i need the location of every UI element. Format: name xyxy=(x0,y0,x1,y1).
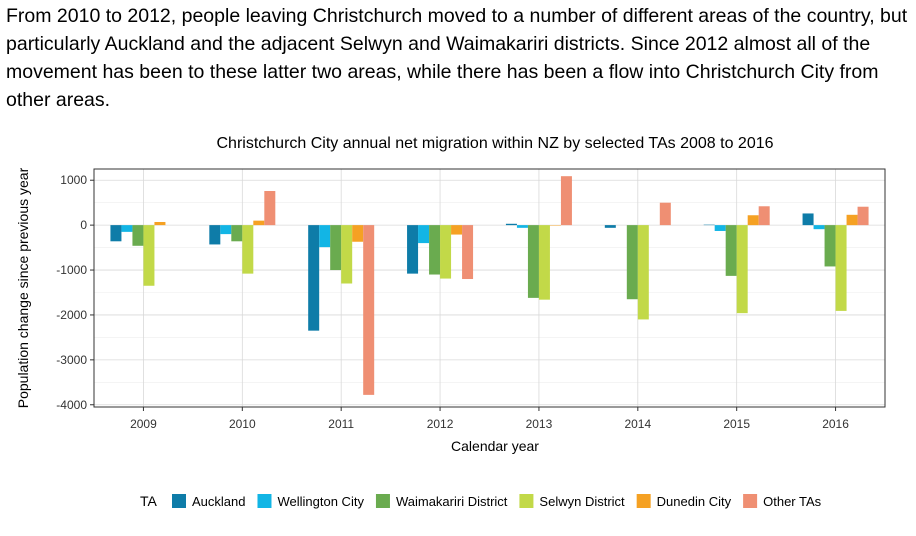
bar-auckland-2012 xyxy=(407,225,419,274)
x-tick-label: 2009 xyxy=(130,417,157,431)
bar-auckland-2013 xyxy=(505,223,517,226)
bar-auckland-2014 xyxy=(604,225,616,228)
x-tick-label: 2011 xyxy=(328,417,354,431)
intro-paragraph: From 2010 to 2012, people leaving Christ… xyxy=(6,5,908,111)
x-tick-label: 2015 xyxy=(723,417,750,431)
y-tick-label: 1000 xyxy=(60,173,87,187)
bar-wellington-city-2015 xyxy=(714,225,726,231)
y-tick-label: 0 xyxy=(80,218,87,232)
bar-waimakariri-district-2010 xyxy=(231,225,243,242)
bar-waimakariri-district-2015 xyxy=(725,225,737,276)
y-axis-ticks: 1000 0 -1000 -2000 -3000 -4000 xyxy=(56,173,94,412)
bar-dunedin-city-2009 xyxy=(154,221,166,226)
bar-other-tas-2012 xyxy=(462,225,474,280)
y-tick-label: -2000 xyxy=(56,308,87,322)
bar-wellington-city-2010 xyxy=(220,225,232,235)
bar-selwyn-district-2014 xyxy=(637,225,649,320)
bar-waimakariri-district-2012 xyxy=(429,225,441,275)
bar-auckland-2010 xyxy=(209,225,221,245)
legend-label-auckland: Auckland xyxy=(192,494,245,509)
bar-dunedin-city-2015 xyxy=(747,215,759,226)
y-axis-title: Population change since previous year xyxy=(15,167,31,408)
legend-label-wellington-city: Wellington City xyxy=(277,494,364,509)
x-axis-ticks: 2009 2010 2011 2012 2013 2014 2015 2016 xyxy=(130,407,849,431)
x-tick-label: 2014 xyxy=(624,417,651,431)
legend-title: TA xyxy=(140,493,158,509)
legend-label-waimakariri-district: Waimakariri District xyxy=(396,494,508,509)
bar-waimakariri-district-2009 xyxy=(132,225,144,246)
bar-selwyn-district-2009 xyxy=(143,225,155,286)
bar-other-tas-2014 xyxy=(659,202,671,226)
bar-dunedin-city-2012 xyxy=(451,225,463,235)
bar-waimakariri-district-2016 xyxy=(824,225,836,267)
bar-auckland-2009 xyxy=(110,225,122,242)
bar-dunedin-city-2011 xyxy=(352,225,364,242)
bar-other-tas-2010 xyxy=(264,191,276,226)
legend: TA Auckland Wellington City Waimakariri Di… xyxy=(140,493,822,509)
bar-selwyn-district-2015 xyxy=(736,225,748,314)
y-tick-label: -1000 xyxy=(56,263,87,277)
bar-selwyn-district-2016 xyxy=(835,225,847,311)
bar-selwyn-district-2012 xyxy=(440,225,452,279)
legend-key-wellington-city xyxy=(257,494,272,508)
legend-key-selwyn-district xyxy=(519,494,534,508)
bar-other-tas-2016 xyxy=(857,206,869,226)
x-tick-label: 2012 xyxy=(427,417,454,431)
x-axis-title: Calendar year xyxy=(451,438,539,454)
bar-selwyn-district-2013 xyxy=(538,225,550,300)
plot-panel-border xyxy=(93,168,886,408)
bar-waimakariri-district-2011 xyxy=(330,225,342,271)
bar-wellington-city-2009 xyxy=(121,225,133,232)
legend-key-waimakariri-district xyxy=(375,494,390,508)
legend-label-other-tas: Other TAs xyxy=(763,494,822,509)
y-tick-label: -3000 xyxy=(56,353,87,367)
bar-other-tas-2015 xyxy=(758,206,770,226)
bar-wellington-city-2016 xyxy=(813,225,825,230)
bar-selwyn-district-2010 xyxy=(242,225,254,274)
bars xyxy=(110,176,869,395)
grid xyxy=(94,169,885,407)
bar-dunedin-city-2010 xyxy=(253,220,265,226)
bar-wellington-city-2013 xyxy=(516,225,528,228)
x-tick-label: 2013 xyxy=(526,417,553,431)
x-tick-label: 2016 xyxy=(822,417,849,431)
legend-label-dunedin-city: Dunedin City xyxy=(657,494,732,509)
bar-wellington-city-2012 xyxy=(418,225,430,244)
legend-key-other-tas xyxy=(743,494,758,508)
legend-key-dunedin-city xyxy=(636,494,651,508)
bar-waimakariri-district-2014 xyxy=(626,225,638,300)
bar-waimakariri-district-2013 xyxy=(527,225,539,298)
bar-auckland-2016 xyxy=(802,213,814,226)
legend-key-auckland xyxy=(172,494,186,508)
legend-label-selwyn-district: Selwyn District xyxy=(539,494,625,509)
bar-other-tas-2011 xyxy=(363,225,375,395)
bar-wellington-city-2011 xyxy=(319,225,331,248)
y-tick-label: -4000 xyxy=(56,398,87,412)
bar-other-tas-2013 xyxy=(560,176,572,226)
bar-auckland-2011 xyxy=(308,225,320,331)
x-tick-label: 2010 xyxy=(229,417,256,431)
chart-title: Christchurch City annual net migration w… xyxy=(216,135,773,152)
bar-dunedin-city-2016 xyxy=(846,214,858,226)
bar-selwyn-district-2011 xyxy=(341,225,353,284)
